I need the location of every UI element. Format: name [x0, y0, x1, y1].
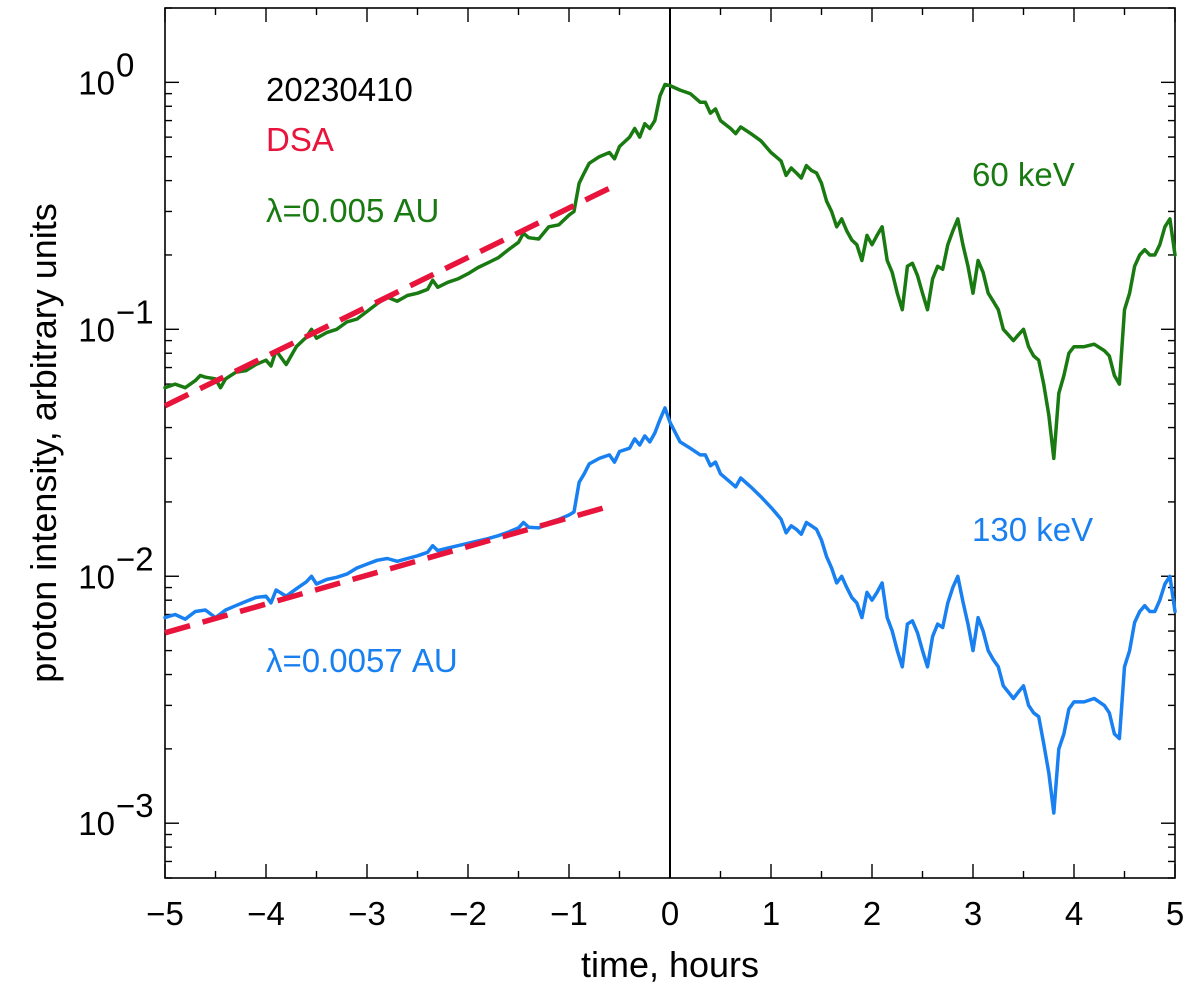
x-tick-label: 2	[863, 895, 881, 932]
series-line-p130	[163, 406, 1177, 815]
y-tick-label: 10	[78, 64, 115, 101]
energy-130-label: 130 keV	[972, 511, 1093, 548]
y-tick-exponent: −1	[116, 293, 154, 330]
y-axis-label: proton intensity, arbitrary units	[23, 203, 64, 683]
x-tick-label: 0	[661, 895, 679, 932]
x-tick-label: −2	[449, 895, 487, 932]
series-layer	[163, 82, 1177, 815]
lambda-60-label: λ=0.005 AU	[266, 192, 439, 229]
series-line-fit60	[163, 180, 621, 409]
y-tick-label: 10	[78, 558, 115, 595]
x-tick-label: 4	[1065, 895, 1083, 932]
y-tick-exponent: 0	[116, 46, 134, 83]
y-tick-exponent: −2	[116, 540, 154, 577]
y-tick-label: 10	[78, 311, 115, 348]
energy-60-label: 60 keV	[972, 156, 1075, 193]
y-tick-label: 10	[78, 805, 115, 842]
series-line-fit130	[164, 503, 611, 636]
x-tick-label: −4	[247, 895, 285, 932]
y-tick-exponent: −3	[116, 787, 154, 824]
x-tick-labels: −5 −4 −3 −2 −1 0 1 2 3 4 5	[146, 895, 1184, 932]
x-tick-label: −3	[348, 895, 386, 932]
x-tick-label: −1	[550, 895, 588, 932]
event-date-label: 20230410	[266, 71, 413, 108]
lambda-130-label: λ=0.0057 AU	[266, 642, 458, 679]
x-tick-label: −5	[146, 895, 184, 932]
x-axis-label: time, hours	[581, 944, 759, 985]
x-tick-label: 5	[1166, 895, 1184, 932]
model-label: DSA	[266, 121, 334, 158]
x-tick-label: 1	[762, 895, 780, 932]
axis-ticks	[164, 7, 1176, 879]
x-tick-label: 3	[964, 895, 982, 932]
